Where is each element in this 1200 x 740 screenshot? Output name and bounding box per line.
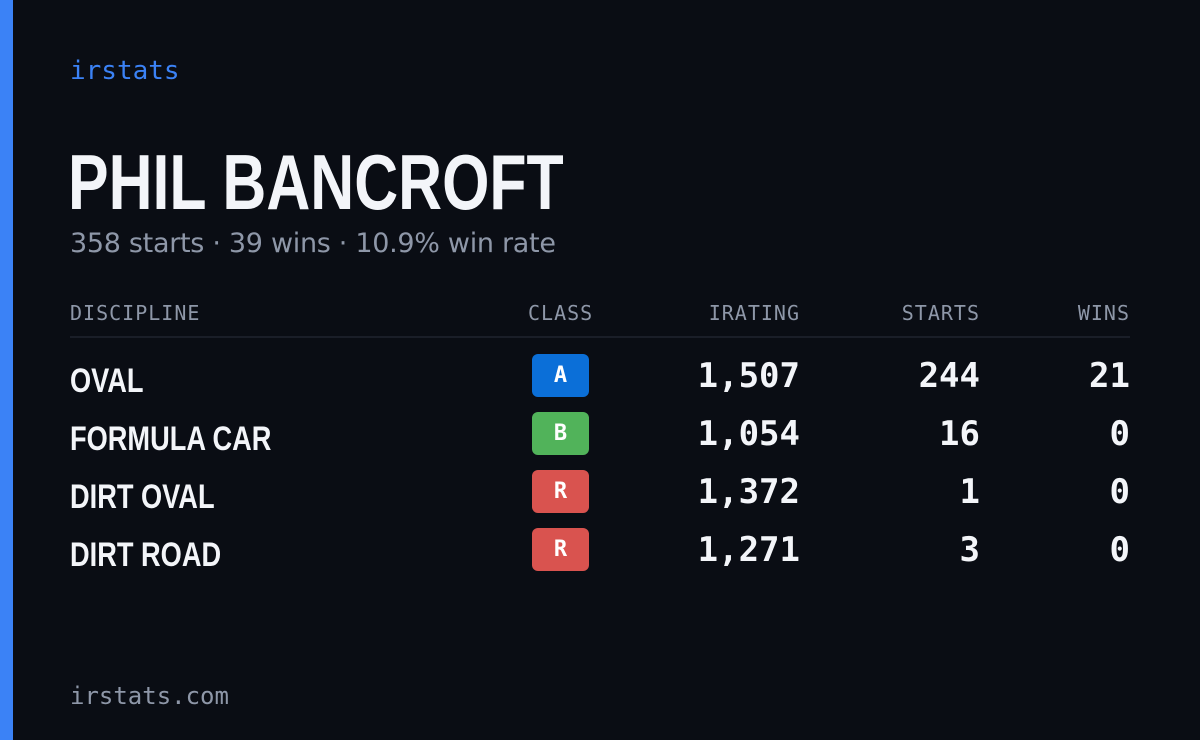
starts-value: 3 xyxy=(959,530,980,570)
site-url: irstats.com xyxy=(70,682,229,710)
class-badge: A xyxy=(532,354,589,397)
discipline-name: DIRT OVAL xyxy=(70,478,215,516)
wins-value: 21 xyxy=(1089,356,1130,396)
discipline-name: OVAL xyxy=(70,362,144,400)
header-discipline: DISCIPLINE xyxy=(70,301,201,325)
table-row: OVAL A 1,507 244 21 xyxy=(70,354,1130,412)
irating-value: 1,507 xyxy=(697,356,800,396)
table-row: DIRT ROAD R 1,271 3 0 xyxy=(70,528,1130,586)
table-row: FORMULA CAR B 1,054 16 0 xyxy=(70,412,1130,470)
class-badge: B xyxy=(532,412,589,455)
header-wins: WINS xyxy=(1077,301,1130,325)
irating-value: 1,372 xyxy=(697,472,800,512)
header-class: CLASS xyxy=(528,301,594,325)
irating-value: 1,054 xyxy=(697,414,800,454)
table-body: OVAL A 1,507 244 21 FORMULA CAR B 1,054 … xyxy=(70,338,1130,586)
class-badge: R xyxy=(532,470,589,513)
brand-logo: irstats xyxy=(70,56,180,86)
starts-value: 244 xyxy=(918,356,980,396)
discipline-name: FORMULA CAR xyxy=(70,420,272,458)
starts-value: 16 xyxy=(939,414,980,454)
wins-value: 0 xyxy=(1109,530,1130,570)
stats-table: DISCIPLINE CLASS IRATING STARTS WINS OVA… xyxy=(70,296,1130,586)
wins-value: 0 xyxy=(1109,472,1130,512)
header-irating: IRATING xyxy=(708,301,800,325)
discipline-name: DIRT ROAD xyxy=(70,536,222,574)
wins-value: 0 xyxy=(1109,414,1130,454)
accent-bar xyxy=(0,0,13,740)
driver-summary: 358 starts · 39 wins · 10.9% win rate xyxy=(70,228,556,259)
header-starts: STARTS xyxy=(901,301,980,325)
class-badge: R xyxy=(532,528,589,571)
table-header: DISCIPLINE CLASS IRATING STARTS WINS xyxy=(70,296,1130,338)
table-row: DIRT OVAL R 1,372 1 0 xyxy=(70,470,1130,528)
irating-value: 1,271 xyxy=(697,530,800,570)
starts-value: 1 xyxy=(959,472,980,512)
driver-name: PHIL BANCROFT xyxy=(68,138,564,226)
